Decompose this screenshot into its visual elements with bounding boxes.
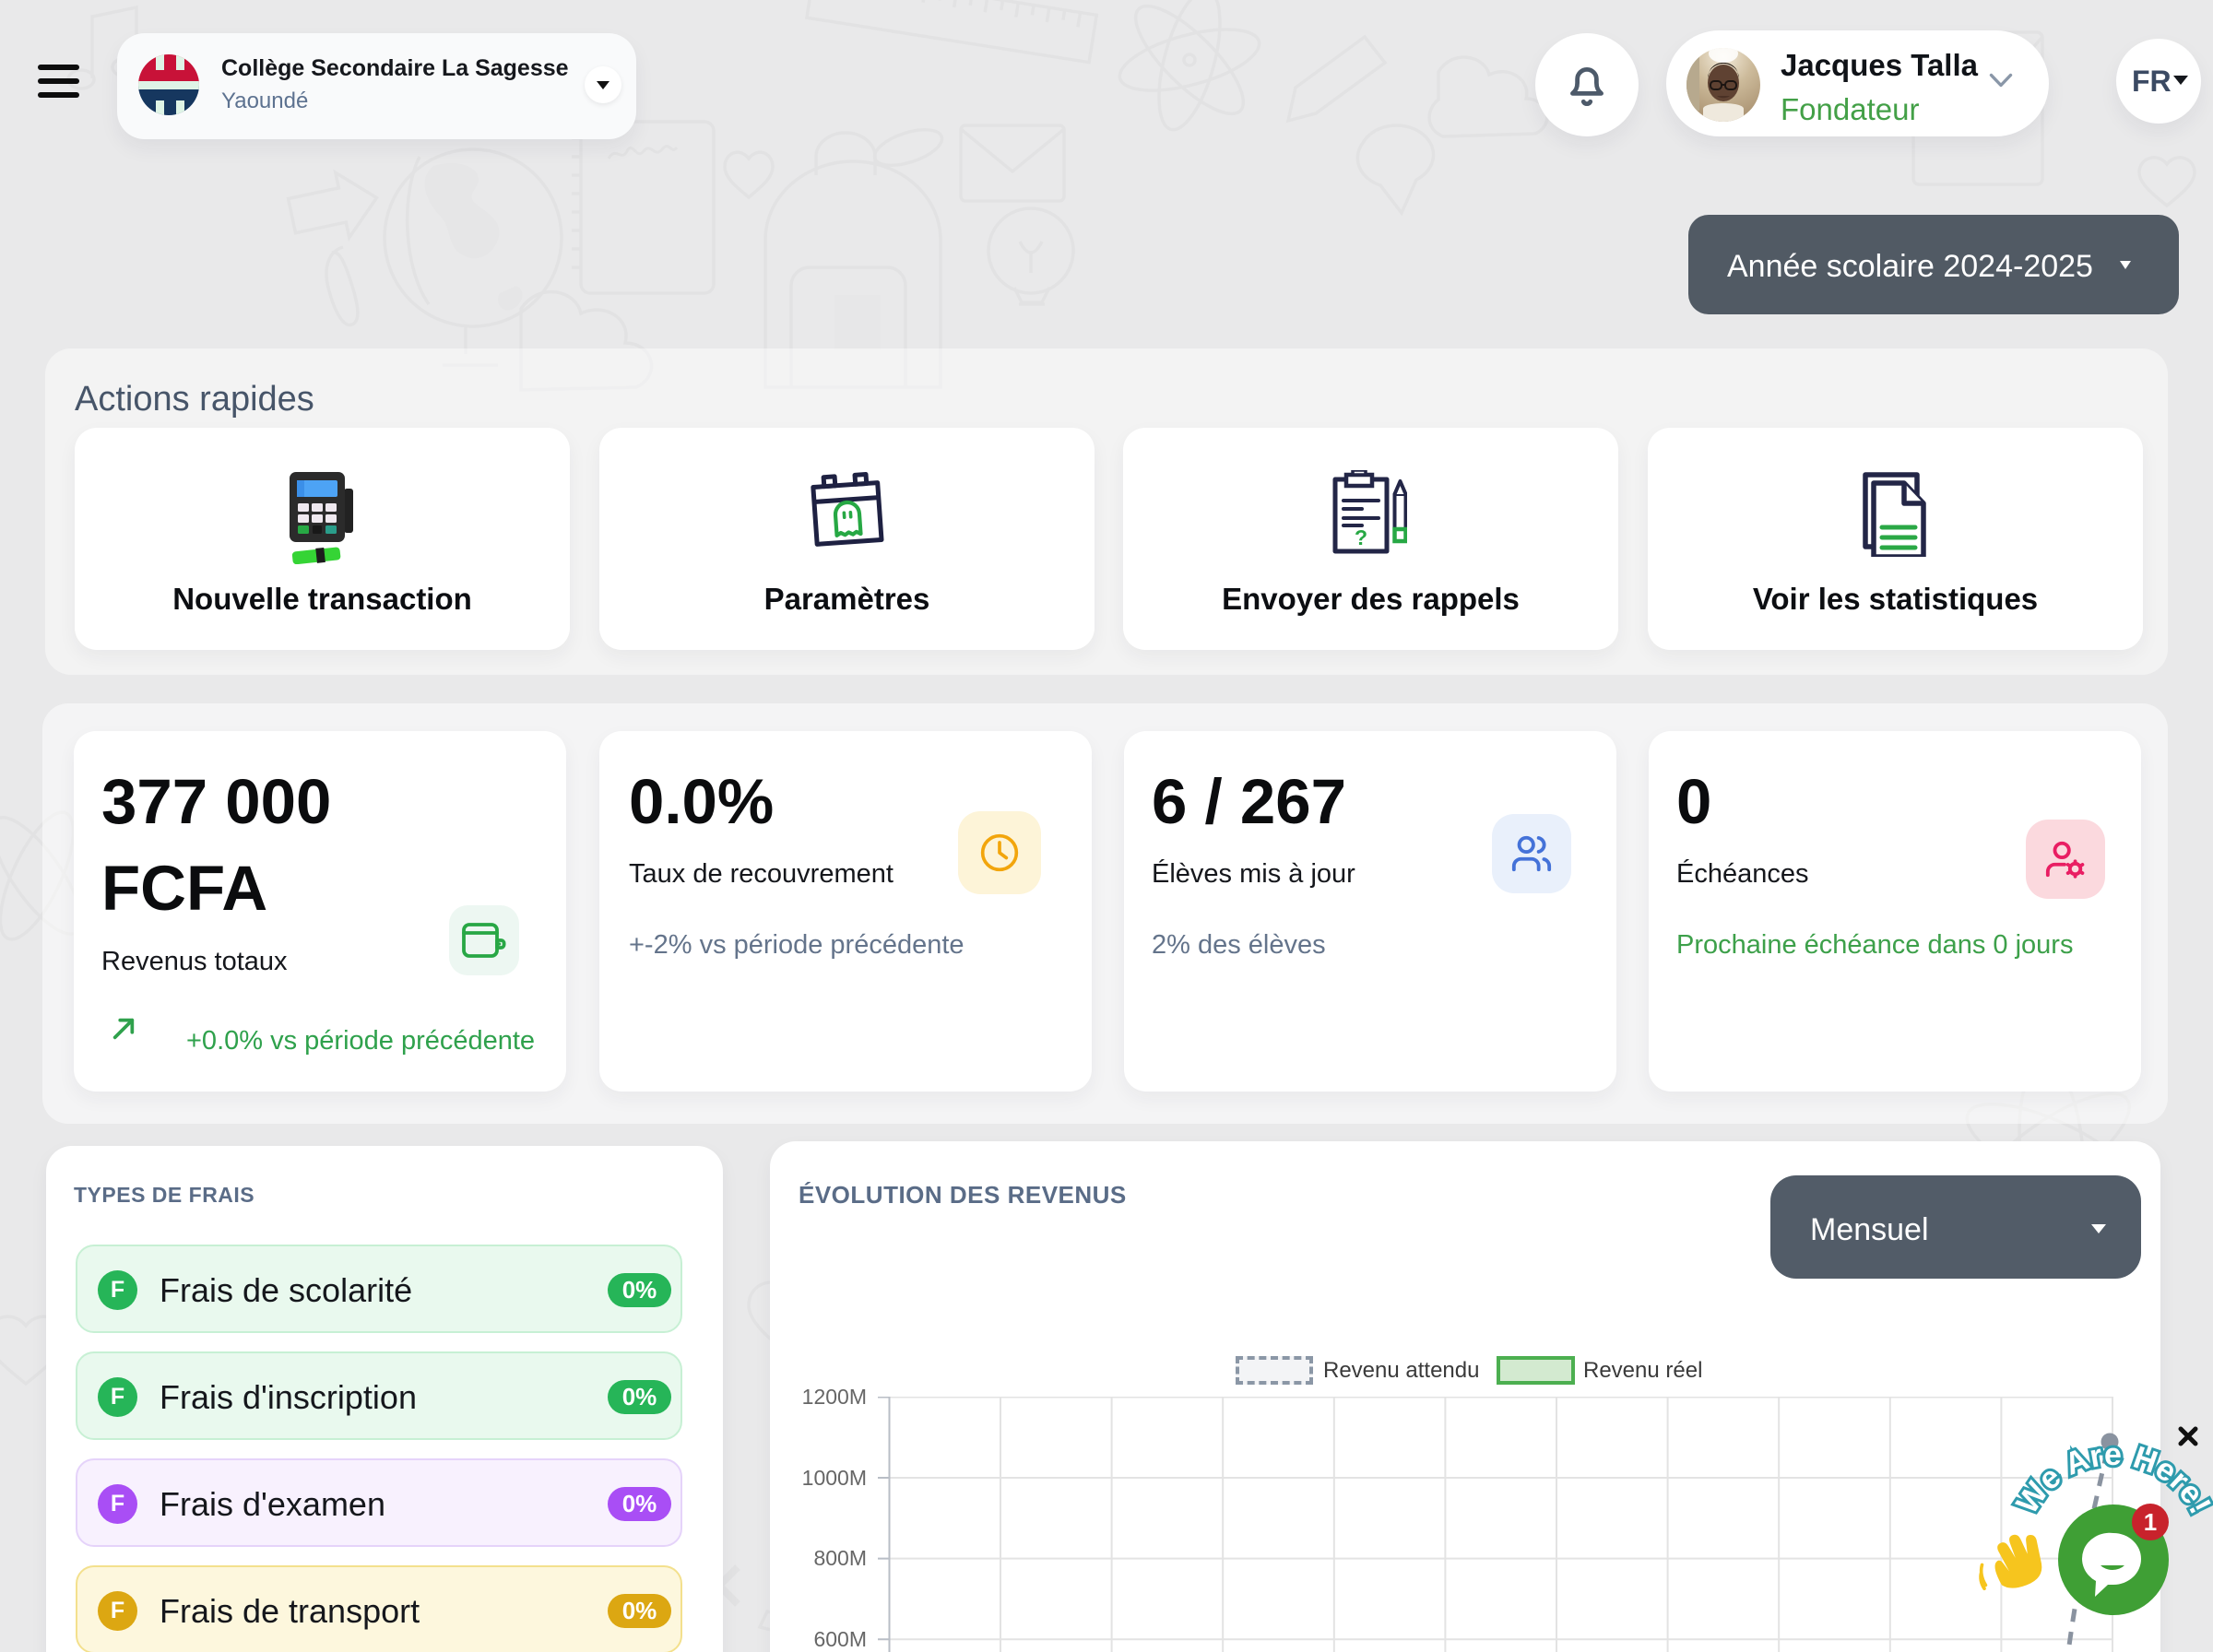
svg-text:1: 1 bbox=[2144, 1508, 2157, 1536]
svg-text:?: ? bbox=[1355, 525, 1367, 549]
